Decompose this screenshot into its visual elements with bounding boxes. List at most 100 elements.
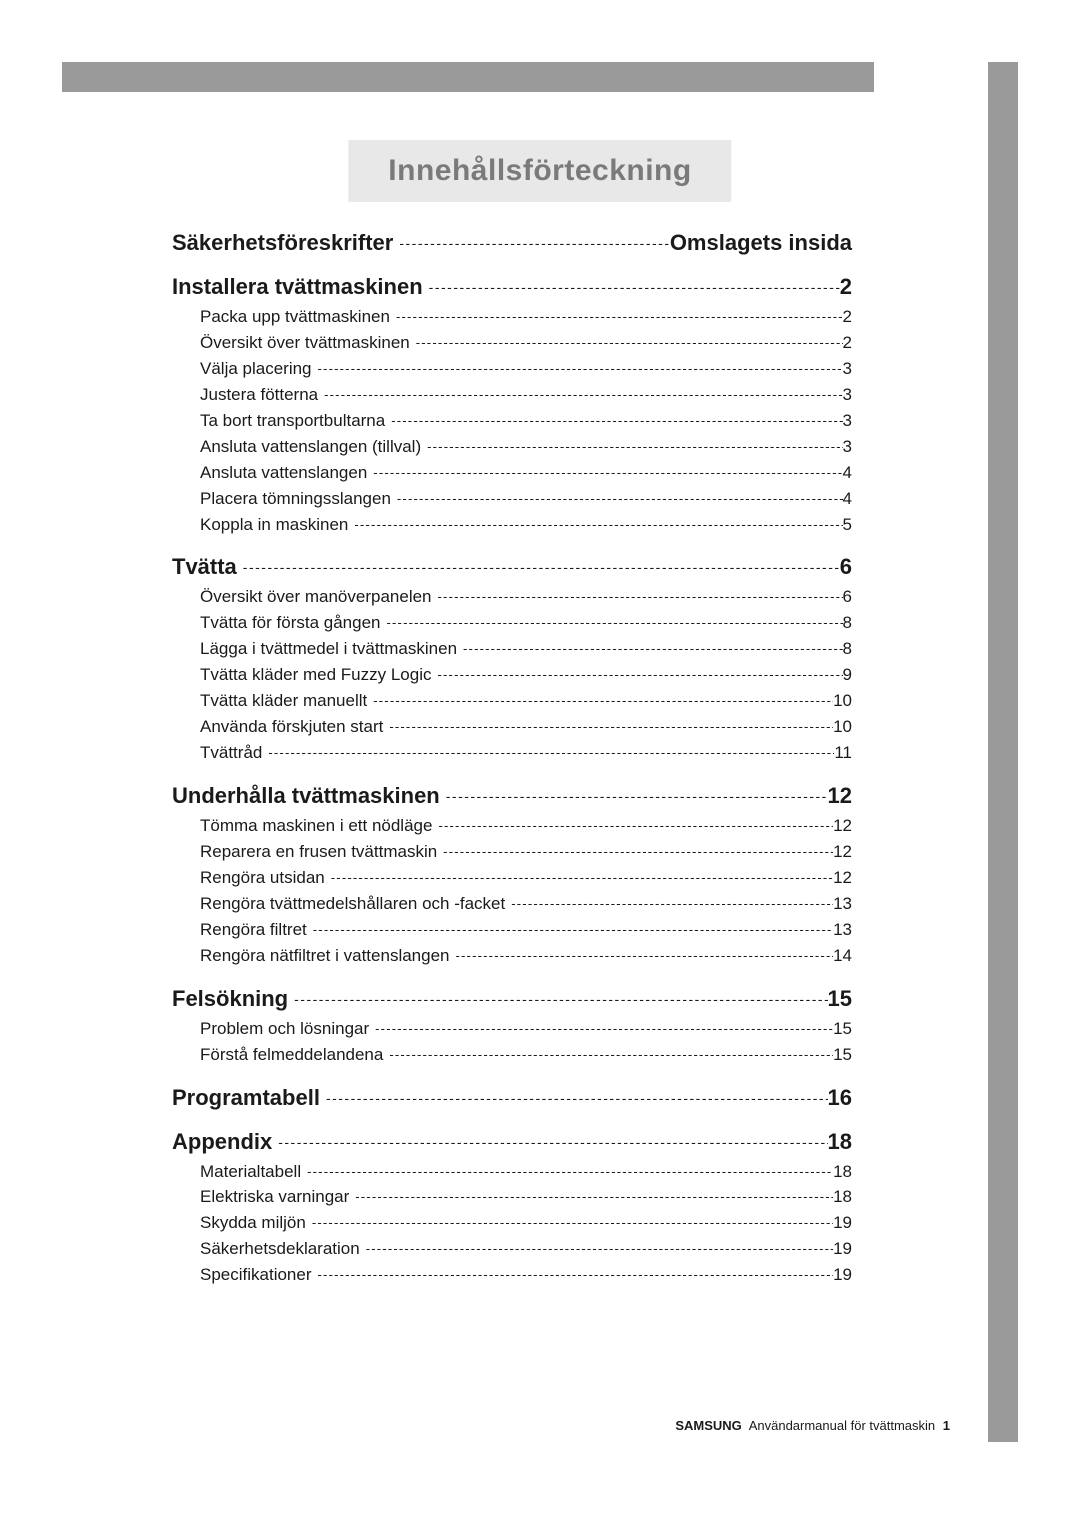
- footer-brand: SAMSUNG: [675, 1418, 741, 1433]
- toc-leader: [437, 843, 833, 861]
- toc-leader: [383, 718, 833, 736]
- toc-sub-row: Tvätta kläder manuellt 10: [200, 690, 852, 713]
- toc-leader: [369, 1020, 833, 1038]
- toc-sub-row: Tömma maskinen i ett nödläge12: [200, 815, 852, 838]
- toc-leader: [318, 386, 842, 404]
- toc-sub-page: 4: [843, 462, 852, 485]
- toc-sub-page: 4: [843, 488, 852, 511]
- toc-leader: [505, 895, 833, 913]
- toc-section-page: 6: [840, 554, 852, 580]
- toc-sub-row: Elektriska varningar 18: [200, 1186, 852, 1209]
- toc-sub-label: Tvätta kläder manuellt: [200, 690, 367, 713]
- toc-sub-page: 10: [833, 716, 852, 739]
- toc-sub-row: Rengöra tvättmedelshållaren och -facket1…: [200, 893, 852, 916]
- toc-sub-page: 12: [833, 841, 852, 864]
- toc-sub-label: Rengöra tvättmedelshållaren och -facket: [200, 893, 505, 916]
- toc-sub-row: Placera tömningsslangen 4: [200, 488, 852, 511]
- toc-sub-label: Tvättråd: [200, 742, 262, 765]
- toc-sub-page: 13: [833, 919, 852, 942]
- toc-sub-label: Ta bort transportbultarna: [200, 410, 385, 433]
- toc-sub-label: Rengöra nätfiltret i vattenslangen: [200, 945, 450, 968]
- title-box: Innehållsförteckning: [348, 140, 731, 202]
- toc-sub-label: Packa upp tvättmaskinen: [200, 306, 390, 329]
- toc-leader: [431, 666, 842, 684]
- toc-sub-row: Skydda miljön19: [200, 1212, 852, 1235]
- toc-sub-row: Ansluta vattenslangen4: [200, 462, 852, 485]
- toc-sub-page: 3: [843, 384, 852, 407]
- toc-sub-row: Använda förskjuten start 10: [200, 716, 852, 739]
- toc-sub-label: Säkerhetsdeklaration: [200, 1238, 360, 1261]
- toc-sub-label: Problem och lösningar: [200, 1018, 369, 1041]
- toc-sub-label: Reparera en frusen tvättmaskin: [200, 841, 437, 864]
- toc-sub-label: Översikt över manöverpanelen: [200, 586, 432, 609]
- toc-sub-page: 11: [834, 742, 852, 765]
- toc-sub-page: 10: [833, 690, 852, 713]
- toc-leader: [325, 869, 833, 887]
- footer-page-number: 1: [943, 1418, 950, 1433]
- toc-sub-page: 15: [833, 1018, 852, 1041]
- toc-sub-row: Koppla in maskinen5: [200, 514, 852, 537]
- toc-sub-page: 12: [833, 867, 852, 890]
- toc-section-label: Tvätta: [172, 554, 237, 580]
- toc-sub-row: Översikt över tvättmaskinen2: [200, 332, 852, 355]
- toc-section-label: Installera tvättmaskinen: [172, 274, 423, 300]
- footer-text: Användarmanual för tvättmaskin: [749, 1418, 935, 1433]
- toc-section-row: SäkerhetsföreskrifterOmslagets insida: [172, 230, 852, 256]
- toc-sub-page: 8: [843, 638, 852, 661]
- toc-leader: [262, 744, 834, 762]
- toc-sub-label: Justera fötterna: [200, 384, 318, 407]
- toc-sub-row: Ansluta vattenslangen (tillval)3: [200, 436, 852, 459]
- toc-sub-page: 19: [833, 1264, 852, 1287]
- top-decorative-bar: [62, 62, 874, 92]
- toc-leader: [348, 516, 842, 534]
- toc-leader: [320, 1090, 828, 1106]
- toc-leader: [301, 1163, 833, 1181]
- toc-leader: [423, 279, 840, 295]
- toc-sub-label: Placera tömningsslangen: [200, 488, 391, 511]
- toc-sub-page: 18: [833, 1186, 852, 1209]
- toc-sub-row: Materialtabell18: [200, 1161, 852, 1184]
- toc-sub-row: Rengöra utsidan 12: [200, 867, 852, 890]
- toc-sub-row: Tvättråd 11: [200, 742, 852, 765]
- toc-sub-row: Justera fötterna 3: [200, 384, 852, 407]
- toc-leader: [410, 334, 843, 352]
- toc-sub-list: Tömma maskinen i ett nödläge12 Reparera e…: [200, 815, 852, 968]
- toc-section-label: Felsökning: [172, 986, 288, 1012]
- toc-sub-row: Välja placering3: [200, 358, 852, 381]
- toc-leader: [272, 1134, 827, 1150]
- toc-section-label: Appendix: [172, 1129, 272, 1155]
- toc-sub-page: 2: [843, 306, 852, 329]
- toc-section-label: Underhålla tvättmaskinen: [172, 783, 440, 809]
- toc-leader: [237, 559, 840, 575]
- toc-section-page: 12: [828, 783, 852, 809]
- toc-sub-page: 12: [833, 815, 852, 838]
- footer: SAMSUNG Användarmanual för tvättmaskin 1: [675, 1418, 950, 1433]
- toc-sub-row: Ta bort transportbultarna3: [200, 410, 852, 433]
- toc-sub-page: 8: [843, 612, 852, 635]
- toc-sub-row: Säkerhetsdeklaration19: [200, 1238, 852, 1261]
- toc-leader: [457, 640, 843, 658]
- toc-sub-label: Elektriska varningar: [200, 1186, 349, 1209]
- toc-leader: [381, 614, 843, 632]
- toc-leader: [312, 1266, 834, 1284]
- toc-leader: [390, 308, 843, 326]
- toc-sub-label: Rengöra utsidan: [200, 867, 325, 890]
- toc-sub-label: Översikt över tvättmaskinen: [200, 332, 410, 355]
- toc-sub-page: 6: [843, 586, 852, 609]
- toc-leader: [360, 1240, 833, 1258]
- toc-sub-label: Lägga i tvättmedel i tvättmaskinen: [200, 638, 457, 661]
- toc-leader: [421, 438, 842, 456]
- toc-sub-label: Använda förskjuten start: [200, 716, 383, 739]
- toc-leader: [450, 947, 834, 965]
- page-title: Innehållsförteckning: [388, 154, 691, 187]
- toc-sub-label: Specifikationer: [200, 1264, 312, 1287]
- toc-sub-page: 5: [843, 514, 852, 537]
- toc-sub-label: Tvätta kläder med Fuzzy Logic: [200, 664, 431, 687]
- toc-leader: [306, 1214, 833, 1232]
- toc-sub-label: Ansluta vattenslangen (tillval): [200, 436, 421, 459]
- table-of-contents: SäkerhetsföreskrifterOmslagets insida Ins…: [172, 230, 852, 1290]
- toc-sub-row: Reparera en frusen tvättmaskin 12: [200, 841, 852, 864]
- toc-leader: [367, 464, 842, 482]
- toc-sub-list: Packa upp tvättmaskinen 2 Översikt över tv…: [200, 306, 852, 536]
- toc-leader: [432, 817, 833, 835]
